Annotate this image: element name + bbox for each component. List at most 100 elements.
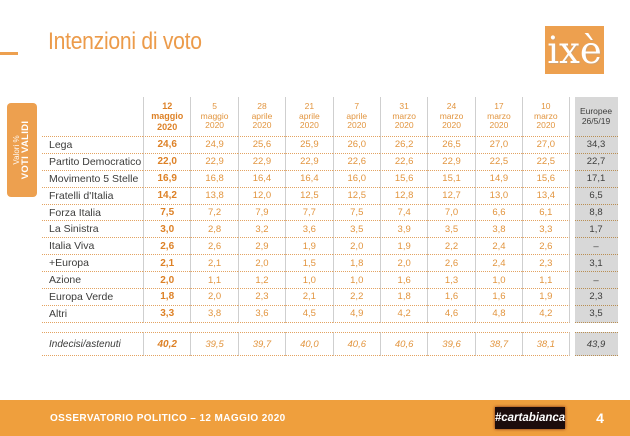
value-cell: 2,1 — [285, 289, 333, 306]
value-cell: – — [574, 238, 618, 256]
value-cell: 1,8 — [379, 289, 428, 306]
value-cell: 2,6 — [190, 238, 238, 256]
summary-value-cell: 40,6 — [332, 332, 380, 356]
value-cell: 25,9 — [285, 137, 333, 154]
value-cell: 25,6 — [237, 137, 286, 154]
value-cell: 7,5 — [332, 204, 380, 222]
value-cell: 4,8 — [474, 305, 523, 323]
value-cell: 16,4 — [285, 170, 333, 188]
row-label: Partito Democratico — [42, 154, 143, 171]
value-cell: 3,0 — [143, 221, 191, 239]
value-cell: 4,6 — [427, 305, 475, 323]
value-cell: 16,4 — [237, 170, 286, 188]
value-cell: 22,5 — [474, 153, 523, 171]
row-label: Fratelli d'Italia — [42, 188, 143, 205]
value-cell: 22,6 — [332, 153, 380, 171]
value-cell: 1,8 — [143, 289, 191, 306]
value-cell: 13,0 — [474, 187, 523, 205]
value-cell: 6,6 — [474, 204, 523, 222]
value-cell: 34,3 — [574, 137, 618, 154]
value-cell: 2,6 — [427, 255, 475, 273]
summary-value-cell: 39,5 — [190, 332, 238, 356]
value-cell: 3,2 — [237, 221, 286, 239]
value-cell: 15,1 — [427, 170, 475, 188]
row-label: Movimento 5 Stelle — [42, 171, 143, 188]
value-cell: 26,5 — [427, 137, 475, 154]
value-cell: 2,4 — [474, 238, 523, 256]
value-cell: 14,9 — [474, 170, 523, 188]
value-cell: 22,7 — [574, 153, 618, 171]
row-label: Altri — [42, 306, 143, 323]
value-cell: 7,2 — [190, 204, 238, 222]
value-cell: 24,9 — [190, 137, 238, 154]
value-cell: 4,2 — [522, 305, 570, 323]
row-label: +Europa — [42, 255, 143, 273]
row-label: La Sinistra — [42, 221, 143, 239]
page-title: Intenzioni di voto — [48, 28, 202, 55]
value-cell: 2,0 — [332, 238, 380, 256]
value-cell: 1,6 — [427, 289, 475, 306]
value-cell: 27,0 — [474, 137, 523, 154]
value-cell: 12,8 — [379, 187, 428, 205]
summary-row: Indecisi/astenuti 40,2 39,5 39,7 40,0 40,6 40,… — [42, 332, 618, 356]
value-cell: 1,0 — [285, 272, 333, 290]
value-cell: 22,5 — [522, 153, 570, 171]
value-cell: 4,5 — [285, 305, 333, 323]
value-cell: 3,6 — [285, 221, 333, 239]
value-cell: 7,9 — [237, 204, 286, 222]
row-label: Italia Viva — [42, 238, 143, 256]
table-corner-cell — [42, 97, 143, 137]
value-cell: 1,1 — [522, 272, 570, 290]
value-cell: 1,6 — [379, 272, 428, 290]
summary-value-cell: 40,2 — [143, 332, 191, 356]
value-cell: 3,5 — [574, 305, 618, 323]
column-header: 5 maggio 2020 — [190, 97, 238, 137]
value-cell: 2,8 — [190, 221, 238, 239]
value-cell: 2,0 — [237, 255, 286, 273]
column-header: Europee 26/5/19 — [574, 97, 618, 137]
value-cell: 4,2 — [379, 305, 428, 323]
value-cell: – — [574, 272, 618, 290]
column-header: 17 marzo 2020 — [474, 97, 523, 137]
summary-value-cell: 38,1 — [522, 332, 570, 356]
value-cell: 1,5 — [285, 255, 333, 273]
value-cell: 1,9 — [379, 238, 428, 256]
row-label: Europa Verde — [42, 289, 143, 306]
value-cell: 1,1 — [190, 272, 238, 290]
value-cell: 2,2 — [427, 238, 475, 256]
cartabianca-logo: #cartabianca — [495, 407, 565, 429]
value-cell: 1,6 — [474, 289, 523, 306]
badge-valid-votes-label: VOTI VALIDI — [20, 120, 32, 180]
value-cell: 15,6 — [522, 170, 570, 188]
row-label: Lega — [42, 137, 143, 154]
value-cell: 3,8 — [190, 305, 238, 323]
value-cell: 22,9 — [427, 153, 475, 171]
value-cell: 7,0 — [427, 204, 475, 222]
row-label: Forza Italia — [42, 205, 143, 222]
value-cell: 13,8 — [190, 187, 238, 205]
value-cell: 6,5 — [574, 187, 618, 205]
value-cell: 8,8 — [574, 204, 618, 222]
summary-value-cell: 43,9 — [574, 332, 618, 356]
value-cell: 2,3 — [522, 255, 570, 273]
summary-label: Indecisi/astenuti — [42, 332, 143, 356]
value-cell: 12,7 — [427, 187, 475, 205]
value-cell: 7,4 — [379, 204, 428, 222]
value-cell: 1,3 — [427, 272, 475, 290]
valid-votes-badge: Valori % VOTI VALIDI — [7, 103, 37, 197]
value-cell: 1,9 — [522, 289, 570, 306]
value-cell: 4,9 — [332, 305, 380, 323]
value-cell: 16,0 — [332, 170, 380, 188]
value-cell: 16,9 — [143, 170, 191, 188]
value-cell: 1,0 — [332, 272, 380, 290]
page-number: 4 — [596, 410, 604, 426]
value-cell: 22,9 — [190, 153, 238, 171]
value-cell: 7,5 — [143, 204, 191, 222]
value-cell: 3,3 — [522, 221, 570, 239]
column-header: 10 marzo 2020 — [522, 97, 570, 137]
value-cell: 26,2 — [379, 137, 428, 154]
column-header: 24 marzo 2020 — [427, 97, 475, 137]
value-cell: 22,6 — [379, 153, 428, 171]
value-cell: 3,5 — [332, 221, 380, 239]
